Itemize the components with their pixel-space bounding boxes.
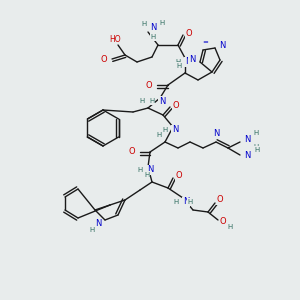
Text: O: O bbox=[101, 55, 107, 64]
Text: H: H bbox=[173, 199, 178, 205]
Text: O: O bbox=[217, 196, 223, 205]
Text: HO: HO bbox=[109, 34, 121, 43]
Text: N: N bbox=[244, 151, 250, 160]
Text: N: N bbox=[185, 58, 191, 67]
Text: O: O bbox=[186, 28, 192, 38]
Text: N: N bbox=[150, 22, 156, 32]
Text: H: H bbox=[162, 127, 168, 133]
Text: O: O bbox=[129, 148, 135, 157]
Text: H: H bbox=[227, 224, 232, 230]
Text: O: O bbox=[173, 100, 179, 109]
Text: N: N bbox=[172, 125, 178, 134]
Text: H: H bbox=[159, 20, 165, 26]
Text: N: N bbox=[189, 56, 195, 64]
Text: O: O bbox=[220, 218, 226, 226]
Text: H: H bbox=[176, 63, 181, 69]
Text: N: N bbox=[147, 166, 153, 175]
Text: H: H bbox=[150, 34, 156, 40]
Text: H: H bbox=[141, 21, 147, 27]
Text: H: H bbox=[254, 147, 260, 153]
Text: O: O bbox=[176, 172, 182, 181]
Text: H: H bbox=[188, 199, 193, 205]
Text: N: N bbox=[219, 41, 225, 50]
Text: H: H bbox=[149, 98, 154, 104]
Text: H: H bbox=[144, 172, 150, 178]
Text: H: H bbox=[176, 59, 181, 65]
Text: H: H bbox=[254, 130, 259, 136]
Text: O: O bbox=[146, 80, 152, 89]
Text: N: N bbox=[95, 218, 101, 227]
Text: H: H bbox=[137, 167, 142, 173]
Text: H: H bbox=[89, 227, 94, 233]
Text: N: N bbox=[244, 136, 250, 145]
Text: H: H bbox=[156, 132, 162, 138]
Text: H: H bbox=[254, 144, 259, 150]
Text: N: N bbox=[183, 197, 189, 206]
Text: N: N bbox=[213, 130, 219, 139]
Text: N: N bbox=[159, 97, 165, 106]
Text: H: H bbox=[140, 98, 145, 104]
Text: =: = bbox=[202, 39, 208, 45]
